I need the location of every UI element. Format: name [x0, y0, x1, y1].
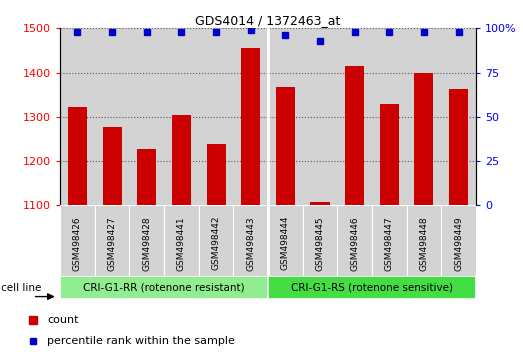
- Text: count: count: [48, 315, 79, 325]
- Bar: [95, 28, 129, 205]
- Bar: [172, 115, 191, 205]
- Bar: [164, 205, 199, 276]
- Text: GSM498448: GSM498448: [419, 216, 428, 270]
- Text: GSM498449: GSM498449: [454, 216, 463, 270]
- Bar: [276, 87, 295, 205]
- Text: GSM498427: GSM498427: [108, 216, 117, 270]
- Bar: [164, 28, 199, 205]
- Bar: [233, 28, 268, 205]
- Bar: [441, 28, 476, 205]
- Bar: [233, 205, 268, 276]
- Bar: [303, 28, 337, 205]
- Bar: [129, 28, 164, 205]
- Bar: [199, 205, 233, 276]
- Text: GSM498426: GSM498426: [73, 216, 82, 270]
- Text: cell line: cell line: [1, 283, 42, 293]
- Bar: [68, 107, 87, 205]
- Text: GSM498447: GSM498447: [385, 216, 394, 270]
- Bar: [372, 205, 407, 276]
- Bar: [441, 205, 476, 276]
- Text: GSM498443: GSM498443: [246, 216, 255, 270]
- Bar: [337, 205, 372, 276]
- Bar: [129, 205, 164, 276]
- Text: GSM498442: GSM498442: [212, 216, 221, 270]
- Bar: [103, 126, 122, 205]
- Bar: [268, 205, 303, 276]
- Bar: [60, 205, 95, 276]
- Bar: [95, 205, 129, 276]
- Bar: [199, 28, 233, 205]
- Text: GSM498441: GSM498441: [177, 216, 186, 270]
- Bar: [268, 276, 476, 299]
- Bar: [380, 103, 399, 205]
- Text: CRI-G1-RS (rotenone sensitive): CRI-G1-RS (rotenone sensitive): [291, 282, 453, 293]
- Bar: [268, 28, 303, 205]
- Text: GSM498428: GSM498428: [142, 216, 151, 270]
- Bar: [241, 48, 260, 205]
- Bar: [311, 202, 329, 205]
- Bar: [207, 144, 225, 205]
- Text: GSM498444: GSM498444: [281, 216, 290, 270]
- Bar: [137, 149, 156, 205]
- Bar: [414, 73, 434, 205]
- Text: GSM498445: GSM498445: [315, 216, 324, 270]
- Text: CRI-G1-RR (rotenone resistant): CRI-G1-RR (rotenone resistant): [83, 282, 245, 293]
- Title: GDS4014 / 1372463_at: GDS4014 / 1372463_at: [196, 14, 340, 27]
- Bar: [303, 205, 337, 276]
- Text: GSM498446: GSM498446: [350, 216, 359, 270]
- Bar: [372, 28, 407, 205]
- Bar: [60, 276, 268, 299]
- Bar: [407, 28, 441, 205]
- Bar: [449, 89, 468, 205]
- Bar: [337, 28, 372, 205]
- Text: percentile rank within the sample: percentile rank within the sample: [48, 336, 235, 346]
- Bar: [345, 66, 364, 205]
- Bar: [60, 28, 95, 205]
- Bar: [407, 205, 441, 276]
